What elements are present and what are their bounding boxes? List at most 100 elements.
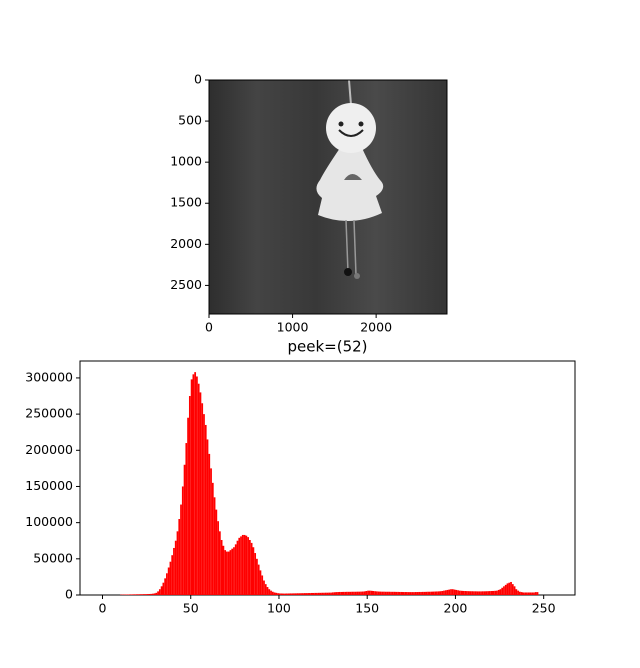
bar [166,573,168,595]
bar [308,593,311,595]
x-tick-label: 0 [99,601,107,616]
bar [453,589,456,595]
bar [533,592,535,595]
y-tick-label: 1500 [170,195,202,210]
bar [148,593,151,595]
bar [407,592,410,595]
bar [376,591,378,595]
bar [510,581,512,595]
bar [462,590,465,595]
bar [372,591,375,595]
bar [349,591,352,595]
bar [278,593,281,595]
y-tick-label: 2000 [170,236,202,251]
bar [227,551,230,595]
x-tick-label: 100 [267,601,291,616]
bar [226,551,228,595]
bar [467,591,470,595]
bar [300,593,302,595]
bar [413,592,415,595]
bar [143,594,145,595]
bar [425,591,428,595]
bar [167,567,170,595]
doll-mouth [338,129,364,137]
bar [356,591,359,595]
bar [277,593,279,595]
y-tick-label: 250000 [25,406,73,421]
bar [158,589,161,595]
bar [337,592,339,595]
bar [368,590,371,595]
bar [340,591,343,595]
bar [280,593,283,595]
bar [188,396,191,595]
bar [222,545,225,595]
bar [494,590,497,595]
bar [515,589,518,595]
bar [478,591,481,595]
bar [150,593,152,595]
bar [252,547,255,595]
bar [146,594,149,595]
y-tick-label: 0 [194,72,202,87]
bar [451,589,454,595]
bar [155,592,158,595]
bar [305,593,308,595]
bar [423,591,426,595]
bar [125,594,128,595]
bar [263,580,265,595]
bar [181,486,184,595]
bar [460,590,463,595]
bar [490,591,493,595]
y-tick-label: 100000 [25,514,73,529]
bar [458,590,461,595]
bar [206,439,209,595]
y-tick-label: 2500 [170,277,202,292]
bar [522,592,525,595]
bar [266,587,269,595]
bar [268,589,271,595]
bar [386,591,389,595]
y-tick-label: 50000 [33,550,73,565]
x-tick-label: 200 [444,601,468,616]
bar [316,592,318,595]
bar [474,591,477,595]
bar [173,547,175,595]
bar [335,592,338,595]
bar [217,521,219,595]
bar [323,592,325,595]
bar [457,590,459,595]
bar [303,593,306,595]
bar [310,592,313,595]
bar [331,592,334,595]
bar [390,591,392,595]
bar [370,590,373,595]
bar [333,592,336,595]
bar [420,591,422,595]
bar [344,591,347,595]
bar [245,535,248,595]
bar [496,590,498,595]
bar [211,482,214,595]
bar [473,591,475,595]
bar [511,584,514,595]
bar [247,537,249,595]
bar [176,531,179,595]
doll-bead [344,268,352,276]
bar [383,591,385,595]
bar [157,591,159,595]
bar [527,592,530,595]
bar [365,591,368,595]
bar [213,497,216,595]
bar [439,591,442,595]
bar [480,591,482,595]
bar [298,593,301,595]
bar [397,591,399,595]
bar [487,591,489,595]
bar [338,591,341,595]
doll-eye [338,121,344,127]
bar [257,564,260,595]
bar [360,591,362,595]
bar [314,592,317,595]
bar [291,593,294,595]
